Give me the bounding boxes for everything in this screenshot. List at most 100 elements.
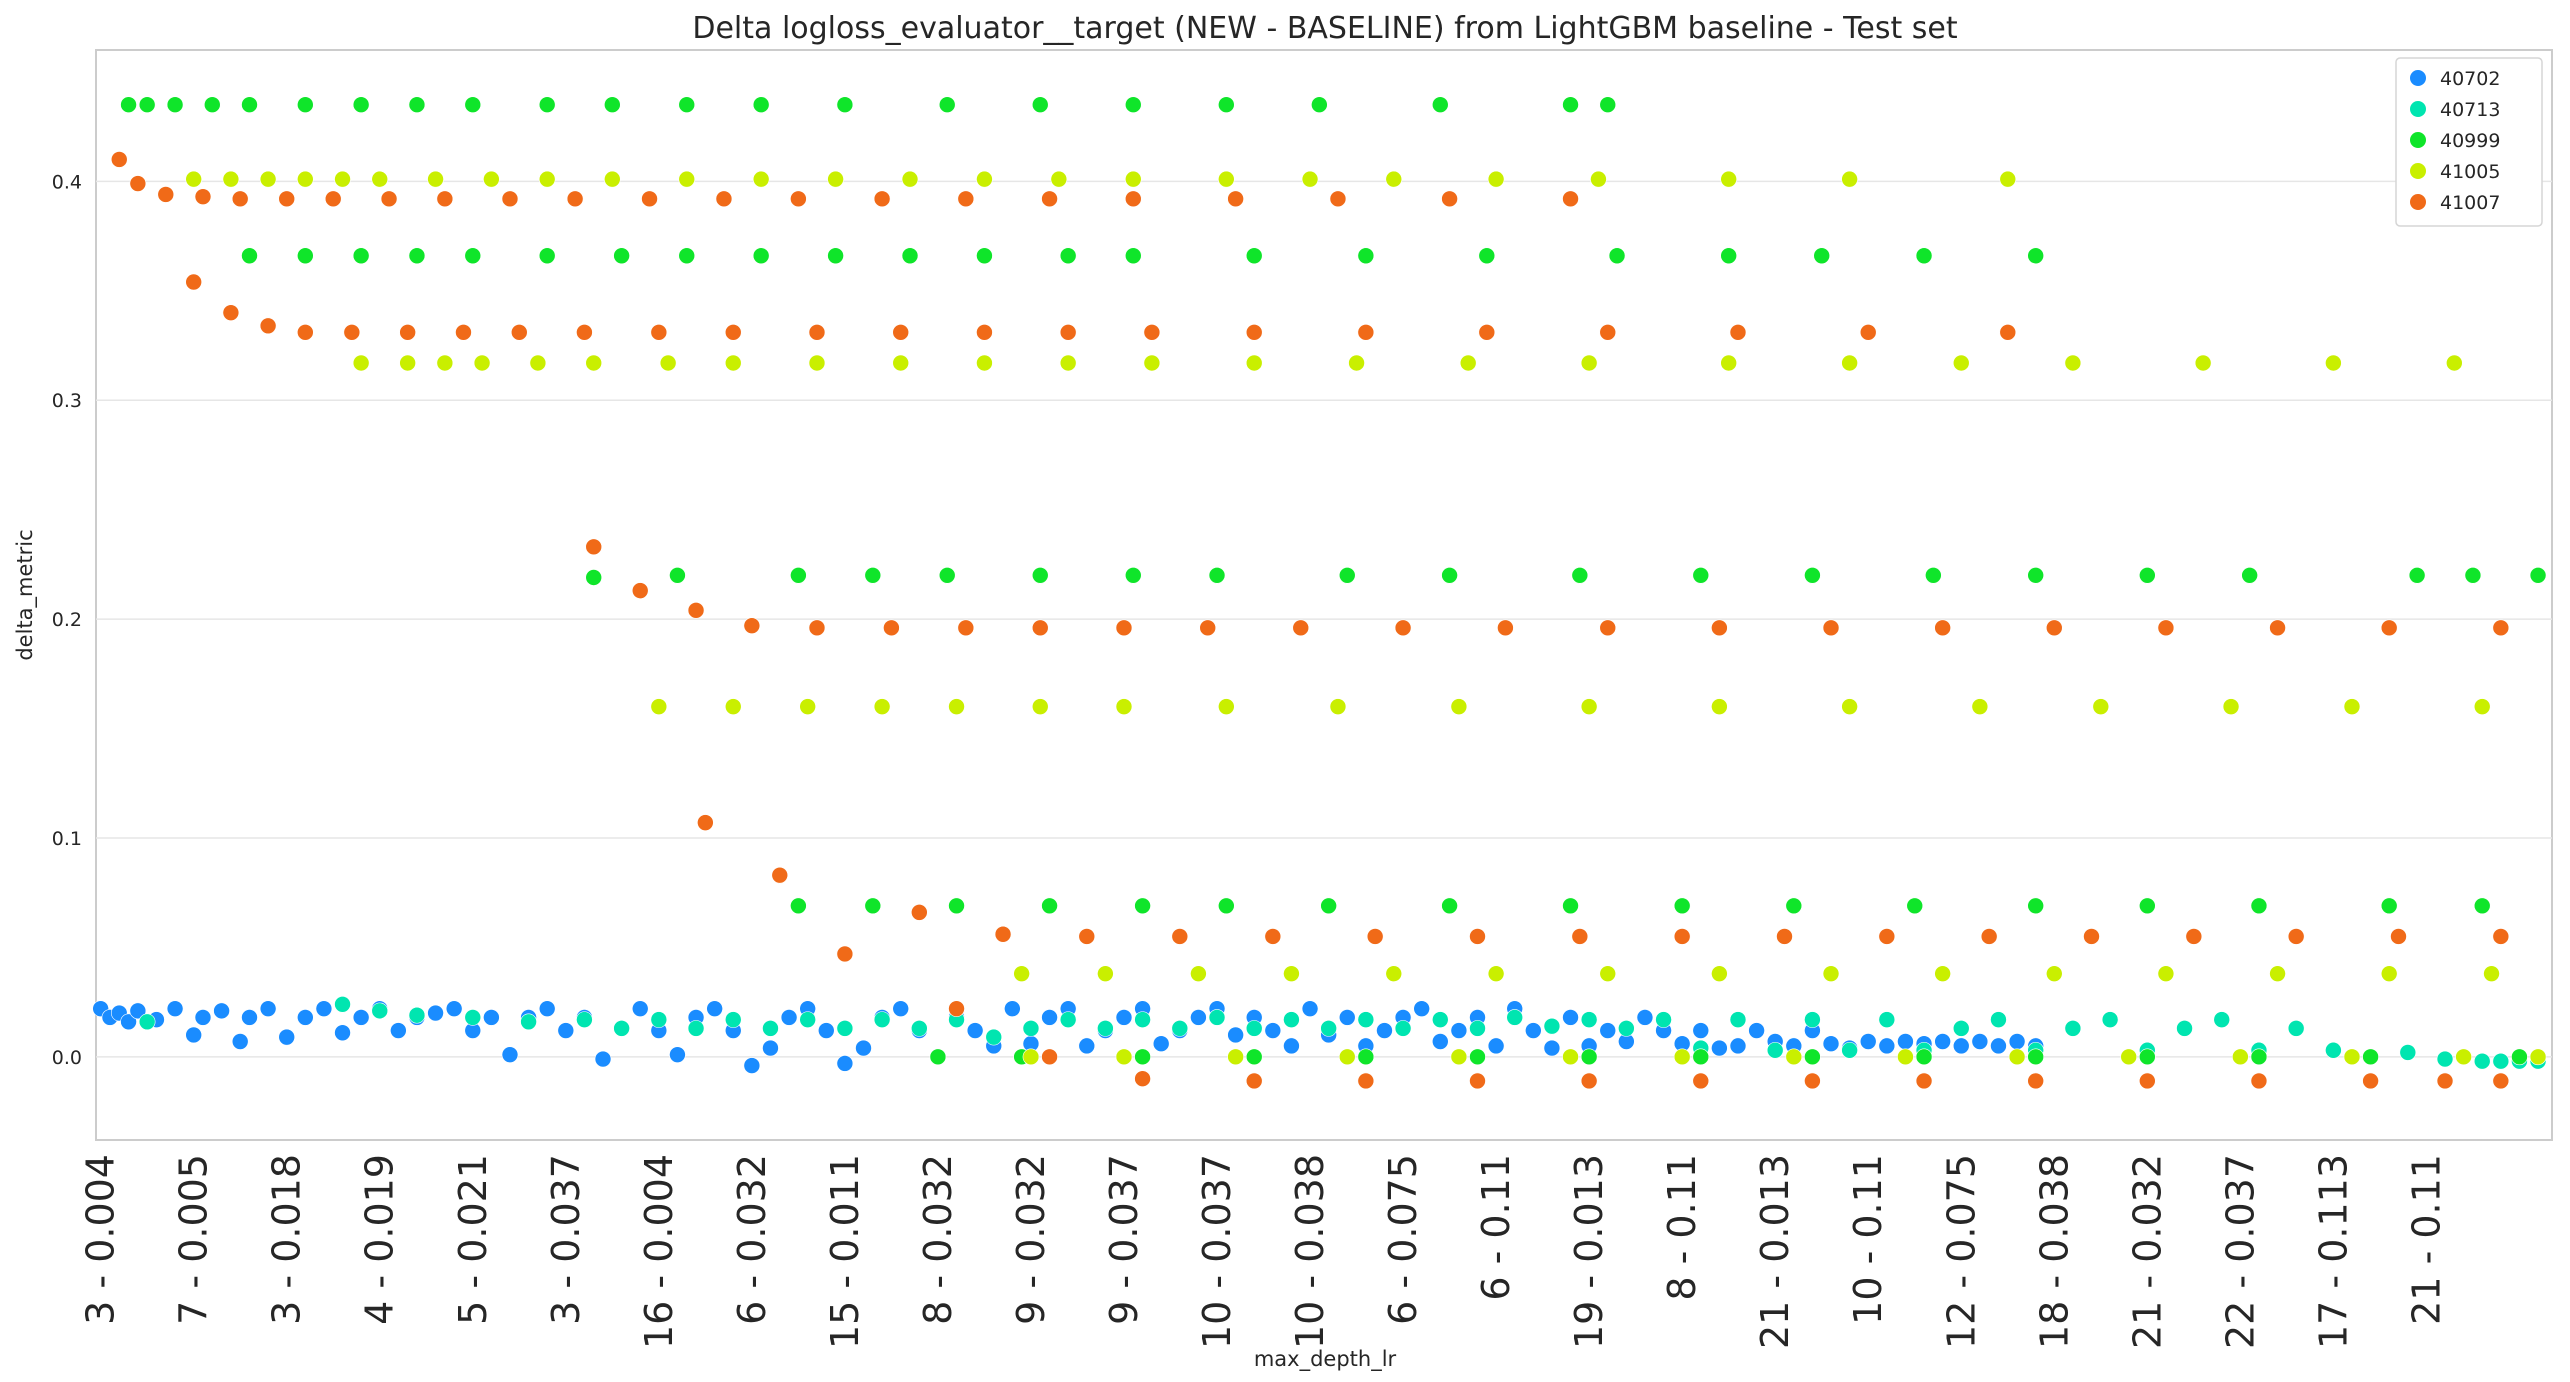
y-axis-label: delta_metric — [13, 529, 38, 660]
data-point-41005 — [222, 170, 240, 188]
x-tick-label: 18 - 0.038 — [2032, 1154, 2076, 1349]
x-tick-label: 3 - 0.004 — [79, 1154, 123, 1325]
x-tick-labels: 3 - 0.004 7 - 0.005 3 - 0.018 4 - 0.019 5 - … — [79, 1154, 2449, 1349]
data-point-41005 — [585, 354, 603, 372]
data-point-41007 — [1599, 324, 1617, 341]
x-tick-label: 15 - 0.011 — [823, 1154, 867, 1349]
data-point-41007 — [222, 304, 240, 321]
data-point-41005 — [1022, 1048, 1040, 1066]
data-point-40702 — [1525, 1022, 1542, 1039]
data-point-41005 — [1673, 1048, 1691, 1066]
data-point-41007 — [892, 324, 910, 341]
data-point-40713 — [1952, 1020, 1970, 1037]
data-point-41007 — [1804, 1072, 1821, 1090]
data-point-40702 — [669, 1046, 686, 1063]
data-point-41005 — [1711, 965, 1728, 982]
data-point-40999 — [2139, 897, 2156, 915]
data-point-40999 — [948, 897, 965, 915]
data-point-41007 — [1934, 619, 1951, 637]
data-point-40713 — [1283, 1011, 1300, 1028]
data-point-40702 — [855, 1039, 872, 1057]
chart-title: Delta logloss_evaluator__target (NEW - B… — [692, 11, 1957, 46]
data-point-41005 — [724, 698, 742, 715]
data-point-40713 — [1394, 1020, 1412, 1037]
data-point-40999 — [678, 96, 696, 114]
data-point-40702 — [1822, 1035, 1840, 1052]
data-point-40999 — [752, 96, 770, 114]
data-point-40702 — [1543, 1039, 1561, 1057]
data-point-41007 — [2436, 1072, 2454, 1090]
data-point-41005 — [1227, 1048, 1244, 1066]
data-point-41005 — [1711, 698, 1728, 715]
data-point-40999 — [1311, 96, 1328, 114]
data-point-40999 — [1804, 1048, 1821, 1066]
data-point-40713 — [2213, 1011, 2231, 1028]
data-point-41007 — [2157, 619, 2175, 637]
data-point-41005 — [1143, 354, 1161, 372]
data-point-40702 — [966, 1022, 984, 1039]
x-tick-label: 6 - 0.032 — [730, 1154, 774, 1325]
data-point-41005 — [529, 354, 547, 372]
data-point-40702 — [1878, 1037, 1896, 1055]
data-point-41007 — [808, 324, 826, 341]
data-point-40999 — [613, 247, 630, 265]
data-point-40999 — [2408, 567, 2426, 584]
data-point-41007 — [510, 324, 528, 341]
x-tick-label: 21 - 0.013 — [1753, 1154, 1797, 1349]
data-point-40713 — [1059, 1011, 1077, 1028]
legend-box — [2395, 57, 2543, 227]
data-point-40713 — [2287, 1020, 2305, 1037]
data-point-40713 — [2176, 1020, 2193, 1037]
legend-marker-41007 — [2410, 194, 2426, 210]
data-point-40999 — [1608, 247, 1626, 265]
data-point-41007 — [1859, 324, 1877, 341]
data-point-41007 — [1264, 928, 1282, 945]
data-point-40999 — [203, 96, 221, 114]
data-point-40713 — [1171, 1020, 1189, 1037]
data-point-41005 — [473, 354, 491, 372]
data-point-40999 — [1720, 247, 1737, 265]
data-point-41007 — [2380, 619, 2398, 637]
legend-label-40702: 40702 — [2440, 68, 2500, 90]
data-point-40702 — [2008, 1033, 2026, 1050]
data-point-41005 — [2222, 698, 2240, 715]
data-point-41007 — [873, 190, 891, 208]
data-point-41007 — [641, 190, 658, 208]
data-point-41007 — [2287, 928, 2305, 945]
data-point-41007 — [1366, 928, 1384, 945]
x-tick-label: 19 - 0.013 — [1567, 1154, 1611, 1349]
data-point-41005 — [1059, 354, 1077, 372]
data-point-40999 — [1041, 897, 1058, 915]
data-point-41005 — [1450, 1048, 1468, 1066]
data-point-41005 — [604, 170, 621, 188]
data-point-41005 — [1897, 1048, 1914, 1066]
data-point-40702 — [194, 1009, 212, 1026]
x-tick-label: 12 - 0.075 — [1939, 1154, 1983, 1349]
data-point-40999 — [2380, 897, 2398, 915]
data-point-41007 — [948, 1000, 965, 1017]
legend-label-41005: 41005 — [2440, 161, 2500, 183]
data-point-40713 — [762, 1020, 779, 1037]
data-point-41005 — [1348, 354, 1365, 372]
x-tick-label: 3 - 0.037 — [544, 1154, 588, 1325]
data-point-40999 — [1124, 96, 1142, 114]
data-point-40702 — [1376, 1022, 1393, 1039]
data-point-41007 — [231, 190, 249, 208]
x-tick-label: 8 - 0.11 — [1660, 1154, 1704, 1301]
data-point-40999 — [864, 567, 882, 584]
data-point-41007 — [1915, 1072, 1933, 1090]
data-point-40713 — [464, 1009, 482, 1026]
data-point-41005 — [808, 354, 826, 372]
data-point-41005 — [1115, 698, 1133, 715]
data-point-41005 — [1971, 698, 1989, 715]
data-point-41005 — [1822, 965, 1840, 982]
data-point-40713 — [1022, 1020, 1040, 1037]
data-point-41007 — [994, 925, 1012, 943]
data-point-40713 — [1580, 1011, 1598, 1028]
legend-marker-40999 — [2410, 132, 2426, 148]
data-point-40702 — [1264, 1022, 1282, 1039]
data-point-40999 — [241, 247, 258, 265]
data-point-41007 — [2027, 1072, 2044, 1090]
data-point-41007 — [1692, 1072, 1710, 1090]
data-point-40999 — [1338, 567, 1356, 584]
